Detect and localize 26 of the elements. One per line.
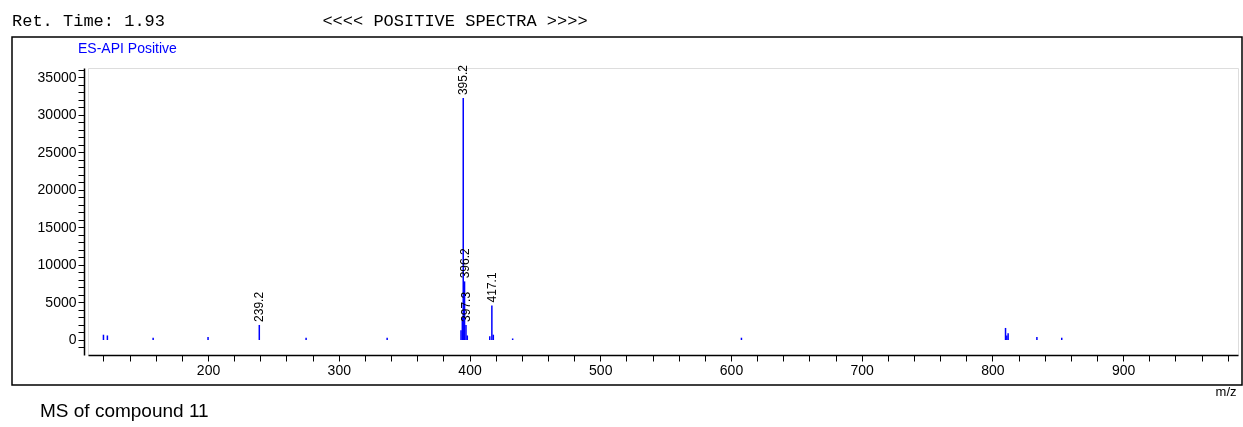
y-tick-label: 15000	[37, 218, 77, 235]
y-tick-label: 35000	[37, 68, 77, 85]
annotation: 396.2	[457, 248, 472, 279]
text: Ret. Time: 1.93	[12, 12, 166, 31]
annotation: 417.1	[484, 272, 499, 303]
y-tick-label: 5000	[45, 293, 77, 310]
y-tick-label: 10000	[37, 256, 77, 273]
annotation: 395.2	[456, 64, 471, 96]
x-tick-label: 900	[1112, 361, 1136, 378]
y-tick-label: 20000	[37, 181, 77, 198]
x-tick-label: 400	[458, 361, 482, 378]
y-tick-label: 25000	[37, 143, 77, 160]
x-tick-label: 300	[327, 361, 352, 378]
chart-title: <<<< POSITIVE SPECTRA >>>>	[322, 12, 588, 31]
x-axis-title: m/z	[1215, 383, 1237, 399]
y-tick-label: 30000	[37, 106, 77, 123]
text: ES-API Positive	[78, 40, 178, 56]
x-tick-label: 500	[589, 361, 613, 378]
x-tick-label: 200	[196, 361, 221, 378]
x-tick-label: 800	[981, 361, 1005, 378]
y-tick-label: 0	[68, 331, 77, 348]
x-tick-label: 600	[719, 361, 744, 378]
annotation: 239.2	[252, 291, 267, 322]
text: MS of compound 11	[40, 400, 209, 421]
annotation: 397.3	[458, 291, 473, 322]
x-tick-label: 700	[850, 361, 875, 378]
